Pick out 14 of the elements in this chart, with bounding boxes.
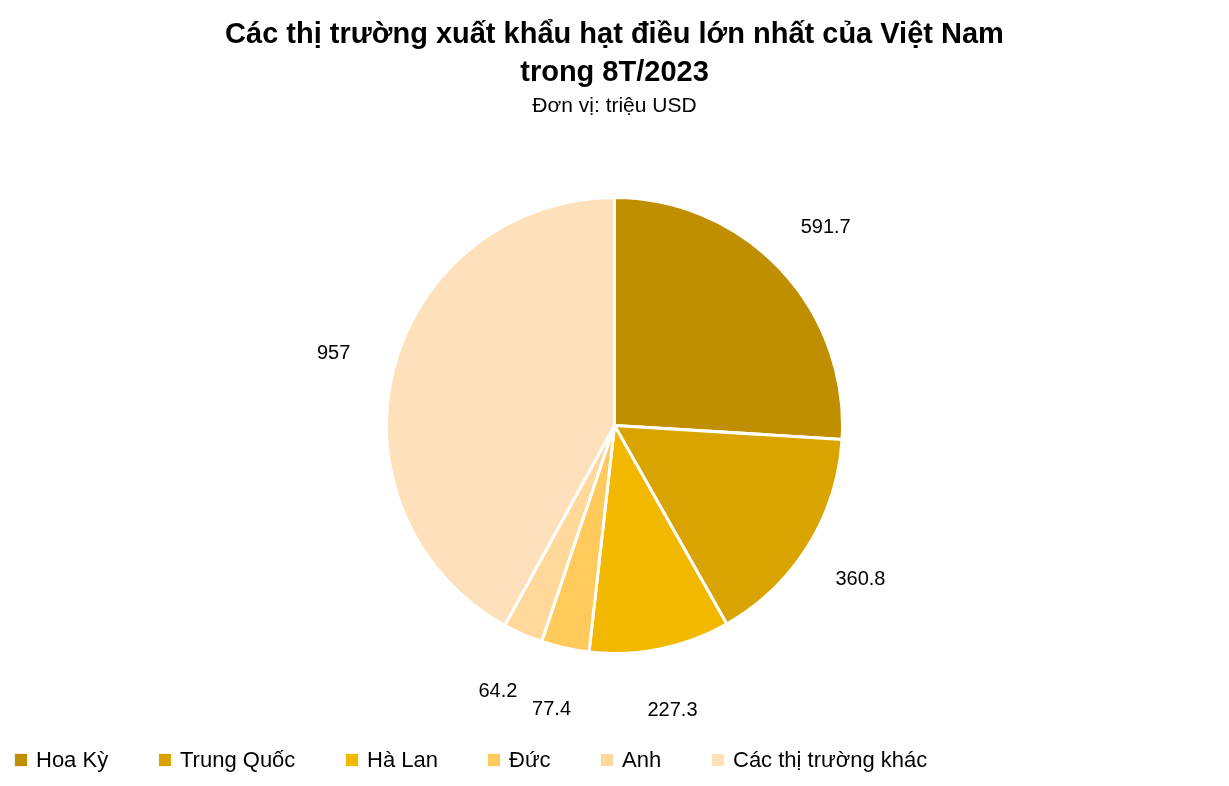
data-label: 957 bbox=[316, 341, 351, 364]
data-label: 227.3 bbox=[647, 697, 698, 720]
legend-label: Đức bbox=[509, 747, 551, 772]
legend-label: Trung Quốc bbox=[180, 747, 296, 772]
data-label: 64.2 bbox=[478, 679, 518, 702]
legend-label: Anh bbox=[622, 747, 662, 772]
legend-label: Hà Lan bbox=[367, 747, 438, 772]
data-label: 77.4 bbox=[532, 696, 572, 719]
chart-title: Các thị trường xuất khẩu hạt điều lớn nhất của Việt Nam trong 8T/2023 bbox=[225, 17, 1004, 87]
data-label: 591.7 bbox=[800, 214, 851, 237]
legend-label: Các thị trường khác bbox=[733, 747, 928, 772]
data-label: 360.8 bbox=[835, 567, 886, 590]
legend-label: Hoa Kỳ bbox=[36, 747, 109, 772]
chart-subtitle: Đơn vị: triệu USD bbox=[532, 93, 697, 116]
